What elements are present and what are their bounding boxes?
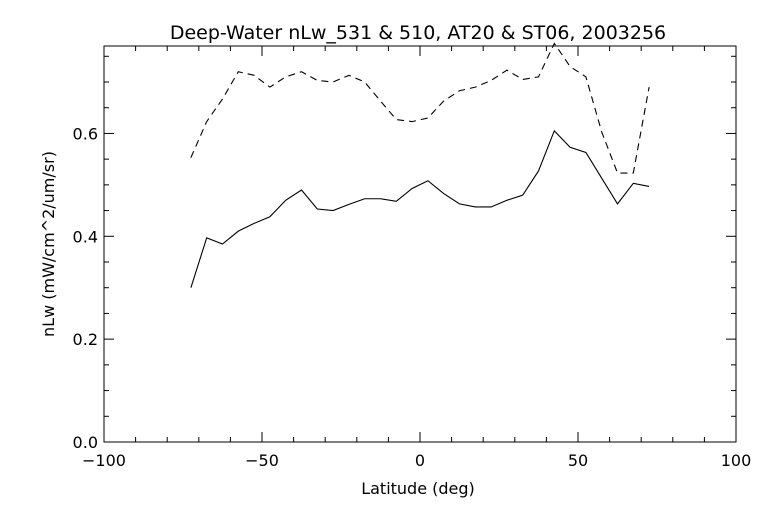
y-tick-label: 0.2 (73, 330, 98, 349)
tick-labels: −100 −50 0 50 100 0.0 0.2 0.4 0.6 (73, 124, 752, 470)
y-tick-label: 0.0 (73, 433, 98, 452)
x-tick-label: −50 (245, 451, 279, 470)
series-line-solid (190, 129, 650, 288)
y-axis-label: nLw (mW/cm^2/um/sr) (39, 151, 58, 337)
series-line-dashed (190, 42, 650, 174)
x-axis-label: Latitude (deg) (361, 479, 475, 498)
chart-title: Deep-Water nLw_531 & 510, AT20 & ST06, 2… (170, 22, 666, 44)
plot-frame (103, 45, 737, 443)
y-tick-label: 0.4 (73, 227, 98, 246)
x-tick-label: −100 (82, 451, 126, 470)
y-tick-label: 0.6 (73, 124, 98, 143)
x-tick-label: 0 (415, 451, 425, 470)
axis-ticks (103, 46, 737, 443)
x-tick-label: 100 (721, 451, 752, 470)
series-layer (190, 42, 650, 288)
x-tick-label: 50 (568, 451, 588, 470)
